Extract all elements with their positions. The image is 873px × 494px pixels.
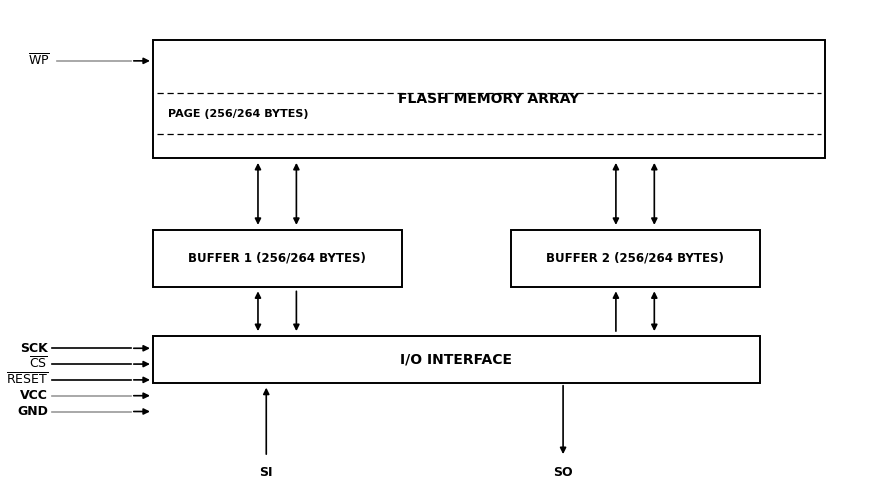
Text: SI: SI (259, 466, 273, 479)
Bar (153, 230, 402, 287)
Bar (511, 230, 760, 287)
Text: $\overline{\rm CS}$: $\overline{\rm CS}$ (30, 356, 48, 372)
Text: $\overline{\rm RESET}$: $\overline{\rm RESET}$ (6, 372, 48, 388)
Bar (153, 336, 760, 383)
Text: SO: SO (553, 466, 573, 479)
Bar (153, 40, 825, 158)
Text: I/O INTERFACE: I/O INTERFACE (400, 352, 512, 367)
Text: GND: GND (17, 405, 48, 418)
Text: $\overline{\rm WP}$: $\overline{\rm WP}$ (28, 53, 50, 69)
Text: SCK: SCK (20, 342, 48, 355)
Text: BUFFER 1 (256/264 BYTES): BUFFER 1 (256/264 BYTES) (189, 251, 366, 265)
Text: FLASH MEMORY ARRAY: FLASH MEMORY ARRAY (398, 92, 580, 106)
Text: PAGE (256/264 BYTES): PAGE (256/264 BYTES) (168, 109, 309, 119)
Text: BUFFER 2 (256/264 BYTES): BUFFER 2 (256/264 BYTES) (546, 251, 724, 265)
Text: VCC: VCC (20, 389, 48, 402)
